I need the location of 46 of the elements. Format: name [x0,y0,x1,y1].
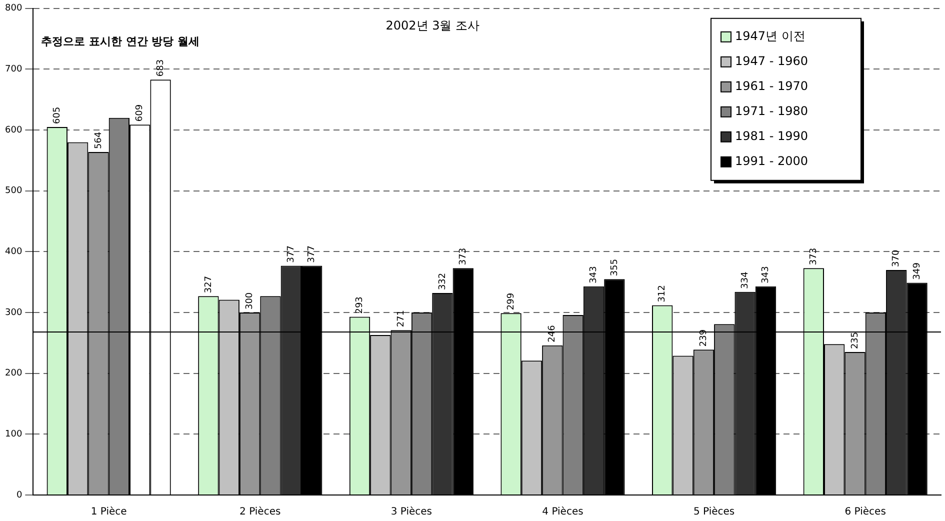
data-label: 355 [610,258,620,276]
data-label: 235 [850,332,860,350]
data-label: 327 [204,276,214,294]
legend-label: 1991 - 2000 [735,154,808,168]
data-label: 377 [307,246,318,263]
data-label: 312 [658,285,668,302]
y-tick-label: 200 [4,368,22,379]
data-label: 332 [438,272,448,290]
y-tick-label: 500 [4,186,22,196]
x-tick-label: 5 Pièces [693,506,735,518]
data-label: 370 [892,249,902,267]
data-label: 605 [52,106,62,124]
y-tick-label: 600 [4,125,22,136]
data-label: 377 [286,246,296,263]
legend-label: 1971 - 1980 [735,104,808,118]
data-label: 293 [355,296,366,314]
data-label: 609 [135,104,146,122]
annotation: 추정으로 표시한 연간 방당 월세 [41,34,200,48]
data-label: 334 [740,271,750,289]
legend-label: 1981 - 1990 [735,129,808,144]
y-tick-label: 800 [4,4,22,14]
data-label: 246 [548,324,558,342]
y-tick-label: 400 [4,247,22,258]
text: 2002년 3월 조사 [386,18,480,33]
data-label: 349 [912,262,922,280]
data-label: 343 [589,266,600,284]
data-label: 683 [156,59,166,77]
legend-label: 1947년 이전 [735,29,806,44]
data-label: 271 [396,310,406,328]
data-label: 343 [761,266,772,284]
y-tick-label: 100 [4,430,22,440]
data-label: 564 [94,131,104,149]
x-tick-label: 6 Pièces [844,506,886,518]
data-label: 299 [506,292,516,310]
y-tick-label: 300 [4,308,22,318]
x-tick-label: 2 Pièces [240,506,281,518]
data-label: 373 [808,248,819,266]
y-tick-label: 0 [16,490,22,500]
data-label: 373 [458,248,468,266]
data-label: 300 [245,292,256,310]
legend-label: 1961 - 1970 [735,79,808,94]
x-tick-label: 1 Pièce [90,506,127,518]
y-tick-label: 700 [4,64,22,75]
legend-label: 1947 - 1960 [735,54,808,68]
x-tick-label: 3 Pièces [390,506,432,518]
x-tick-label: 4 Pièces [542,506,584,518]
